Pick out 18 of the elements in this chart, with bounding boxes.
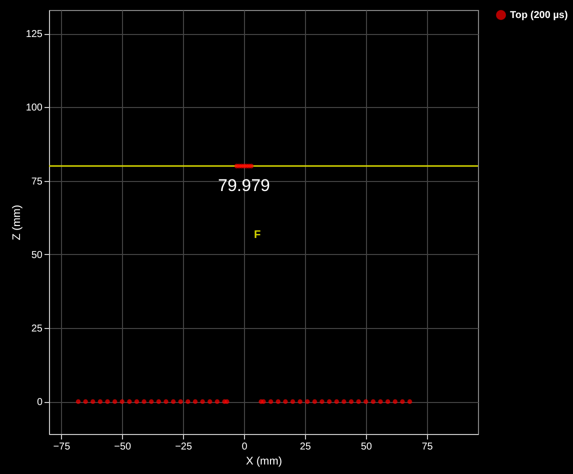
x-tick-label: 25 [300, 442, 312, 452]
annotation: F [254, 229, 261, 241]
legend-label: Top (200 µs) [510, 10, 568, 21]
x-tick-label: 50 [360, 442, 372, 452]
y-tick-label: 50 [31, 250, 43, 261]
x-tick-label: −75 [53, 442, 71, 452]
annotation: 79.979 [218, 176, 270, 196]
x-axis-title: X (mm) [246, 456, 282, 468]
x-tick-label: 0 [242, 442, 248, 452]
y-tick-label: 100 [26, 102, 43, 114]
y-tick-label: 125 [26, 29, 43, 40]
y-axis-title: Z (mm) [10, 204, 23, 240]
y-tick-label: 75 [31, 176, 43, 188]
x-tick-label: 75 [422, 442, 434, 452]
x-tick-label: −25 [175, 442, 192, 452]
y-tick-label: 0 [36, 397, 43, 408]
y-tick-label: 25 [31, 324, 43, 334]
x-tick-label: −50 [114, 442, 132, 452]
